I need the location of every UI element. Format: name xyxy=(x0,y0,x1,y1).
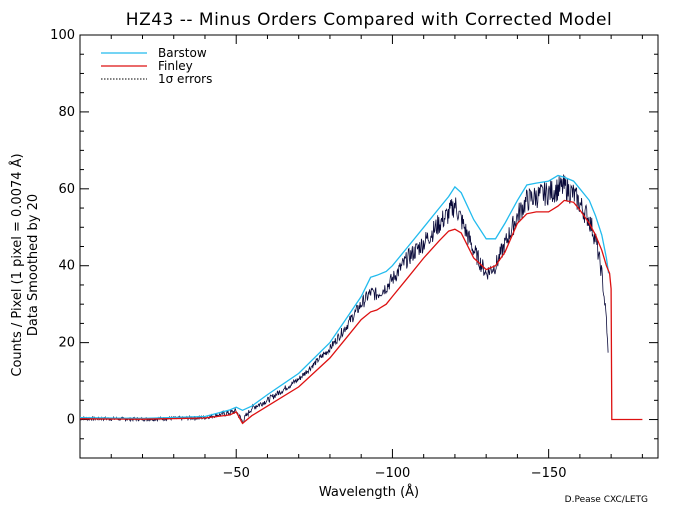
series-data-line xyxy=(79,174,609,424)
credit-text: D.Pease CXC/LETG xyxy=(565,495,648,505)
legend-label: Finley xyxy=(158,59,193,73)
series-line-barstow xyxy=(79,174,610,420)
y-tick-label: 80 xyxy=(58,105,75,120)
x-tick-label: −100 xyxy=(375,466,411,481)
legend-label: Barstow xyxy=(158,46,207,60)
y-tick-label: 0 xyxy=(67,413,75,428)
y-axis-ticks: 0 20 40 60 80 100 xyxy=(50,28,658,459)
series-layer xyxy=(79,174,643,425)
y-axis-label-line2: Data Smoothed by 20 xyxy=(26,194,41,336)
series-line-finley xyxy=(79,199,643,425)
y-tick-label: 20 xyxy=(58,336,75,351)
x-axis-label: Wavelength (Å) xyxy=(319,484,419,500)
x-tick-label: −50 xyxy=(222,466,249,481)
x-axis-ticks: −50 −100 −150 xyxy=(110,35,643,481)
legend-label: 1σ errors xyxy=(158,72,212,86)
x-tick-label: −150 xyxy=(531,466,567,481)
plot-frame xyxy=(79,34,659,459)
plot-border xyxy=(79,34,659,459)
y-axis-label: Counts / Pixel (1 pixel = 0.0074 Å) Data… xyxy=(9,153,41,376)
y-tick-label: 40 xyxy=(58,259,75,274)
y-tick-label: 60 xyxy=(58,182,75,197)
chart-title: HZ43 -- Minus Orders Compared with Corre… xyxy=(126,10,612,30)
y-axis-label-line1: Counts / Pixel (1 pixel = 0.0074 Å) xyxy=(9,153,25,376)
y-tick-label: 100 xyxy=(50,28,75,43)
